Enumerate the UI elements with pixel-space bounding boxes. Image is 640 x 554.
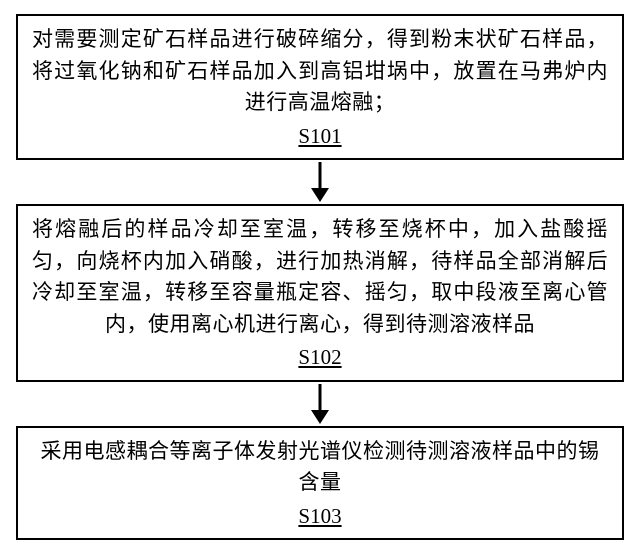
arrow-down-icon [308, 384, 332, 424]
flow-node-s103-id: S103 [298, 501, 341, 533]
flow-node-s101-text: 对需要测定矿石样品进行破碎缩分，得到粉末状矿石样品，将过氧化钠和矿石样品加入到高… [32, 24, 608, 119]
flow-node-s103-text: 采用电感耦合等离子体发射光谱仪检测待测溶液样品中的锡含量 [32, 436, 608, 499]
flow-node-s101: 对需要测定矿石样品进行破碎缩分，得到粉末状矿石样品，将过氧化钠和矿石样品加入到高… [16, 14, 624, 160]
flow-node-s103: 采用电感耦合等离子体发射光谱仪检测待测溶液样品中的锡含量 S103 [16, 426, 624, 541]
arrow-down-icon [308, 162, 332, 202]
flow-node-s102-id: S102 [298, 342, 341, 374]
flow-node-s102-text: 将熔融后的样品冷却至室温，转移至烧杯中，加入盐酸摇匀，向烧杯内加入硝酸，进行加热… [32, 214, 608, 340]
arrow-s101-s102 [308, 160, 332, 204]
flow-node-s101-id: S101 [298, 121, 341, 153]
flow-node-s102: 将熔融后的样品冷却至室温，转移至烧杯中，加入盐酸摇匀，向烧杯内加入硝酸，进行加热… [16, 204, 624, 382]
arrow-s102-s103 [308, 382, 332, 426]
